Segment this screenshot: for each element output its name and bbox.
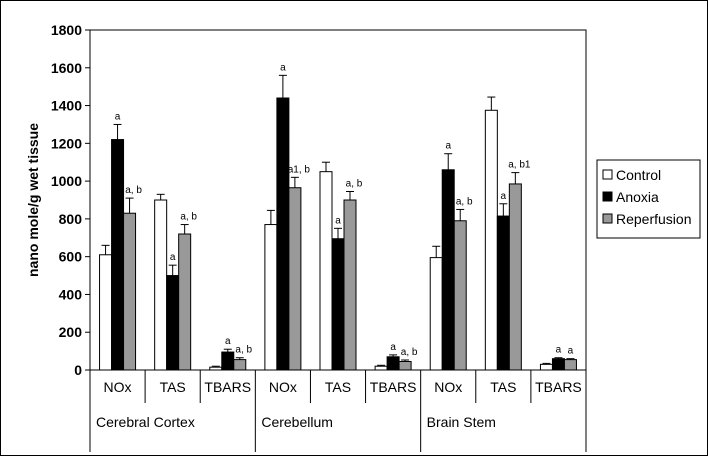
bar-anoxia xyxy=(551,358,565,371)
bar-anoxia xyxy=(496,215,510,371)
bar-reperfusion xyxy=(178,233,192,371)
significance-label: a, b xyxy=(401,347,418,358)
legend-box xyxy=(596,159,701,239)
bar-anoxia xyxy=(166,275,180,371)
significance-label: a xyxy=(225,336,231,347)
category-label: TAS xyxy=(325,379,351,395)
category-label: TAS xyxy=(490,379,516,395)
y-tick-label: 1200 xyxy=(51,135,82,151)
legend-label-anoxia: Anoxia xyxy=(616,189,659,205)
legend-label-control: Control xyxy=(616,167,661,183)
y-tick-label: 800 xyxy=(59,211,83,227)
category-label: TAS xyxy=(160,379,186,395)
legend-swatch-anoxia xyxy=(602,191,613,202)
significance-label: a1, b xyxy=(288,164,311,175)
bar-control xyxy=(209,366,223,371)
bar-anoxia xyxy=(276,97,290,371)
category-label: TBARS xyxy=(204,379,251,395)
significance-label: a xyxy=(335,215,341,226)
significance-label: a, b1 xyxy=(508,160,531,171)
category-label: NOx xyxy=(104,379,132,395)
significance-label: a, b xyxy=(180,212,197,223)
bar-anoxia xyxy=(331,238,345,371)
bar-anoxia xyxy=(386,356,400,371)
significance-label: a xyxy=(445,141,451,152)
bar-reperfusion xyxy=(233,359,247,371)
y-tick-label: 200 xyxy=(59,324,83,340)
y-axis-label: nano mole/g wet tissue xyxy=(25,123,41,277)
significance-label: a, b xyxy=(346,179,363,190)
bar-control xyxy=(319,171,333,371)
legend-swatch-control xyxy=(602,169,613,180)
bar-control xyxy=(429,257,443,371)
bar-control xyxy=(154,199,168,371)
y-tick-label: 1000 xyxy=(51,173,82,189)
y-tick-label: 1600 xyxy=(51,60,82,76)
category-label: NOx xyxy=(434,379,462,395)
significance-label: a xyxy=(170,252,176,263)
y-tick-label: 1800 xyxy=(51,22,82,38)
y-axis: 0 200 400 600 800 1000 1200 1400 1600 1800 xyxy=(51,22,90,378)
significance-label: a xyxy=(556,345,562,356)
category-label: TBARS xyxy=(370,379,417,395)
y-tick-label: 400 xyxy=(59,286,83,302)
bar-reperfusion xyxy=(453,220,467,371)
bar-reperfusion xyxy=(343,199,357,371)
bar-control xyxy=(264,224,278,371)
bar-anoxia xyxy=(221,351,235,371)
bar-control xyxy=(539,363,553,371)
region-label: Cerebellum xyxy=(261,414,333,430)
significance-label: a xyxy=(280,62,286,73)
bar-control xyxy=(484,109,498,371)
significance-label: a, b xyxy=(235,345,252,356)
region-label: Cerebral Cortex xyxy=(96,414,195,430)
legend-swatch-reperfusion xyxy=(602,213,613,224)
significance-label: a, b xyxy=(456,196,473,207)
significance-label: a xyxy=(390,342,396,353)
significance-label: a xyxy=(501,191,507,202)
bar-reperfusion xyxy=(288,187,302,371)
significance-label: a xyxy=(568,346,574,357)
category-label: NOx xyxy=(269,379,297,395)
y-tick-label: 0 xyxy=(74,362,82,378)
bar-reperfusion xyxy=(563,359,577,371)
y-tick-label: 1400 xyxy=(51,98,82,114)
bar-anoxia xyxy=(111,139,125,371)
legend-label-reperfusion: Reperfusion xyxy=(616,211,692,227)
category-label: TBARS xyxy=(535,379,582,395)
bar-anoxia xyxy=(441,169,455,371)
y-tick-label: 600 xyxy=(59,249,83,265)
region-label: Brain Stem xyxy=(427,414,496,430)
significance-label: a xyxy=(115,111,121,122)
bar-control xyxy=(99,254,113,371)
bar-reperfusion xyxy=(508,183,522,371)
bar-reperfusion xyxy=(123,212,137,371)
legend: Control Anoxia Reperfusion xyxy=(596,159,701,239)
significance-label: a, b xyxy=(125,185,142,196)
bar-control xyxy=(374,365,388,371)
bar-reperfusion xyxy=(398,361,412,371)
x-axis: NOx TAS TBARS NOx TAS TBARS NOx TAS TBARS Cerebra… xyxy=(89,370,587,452)
